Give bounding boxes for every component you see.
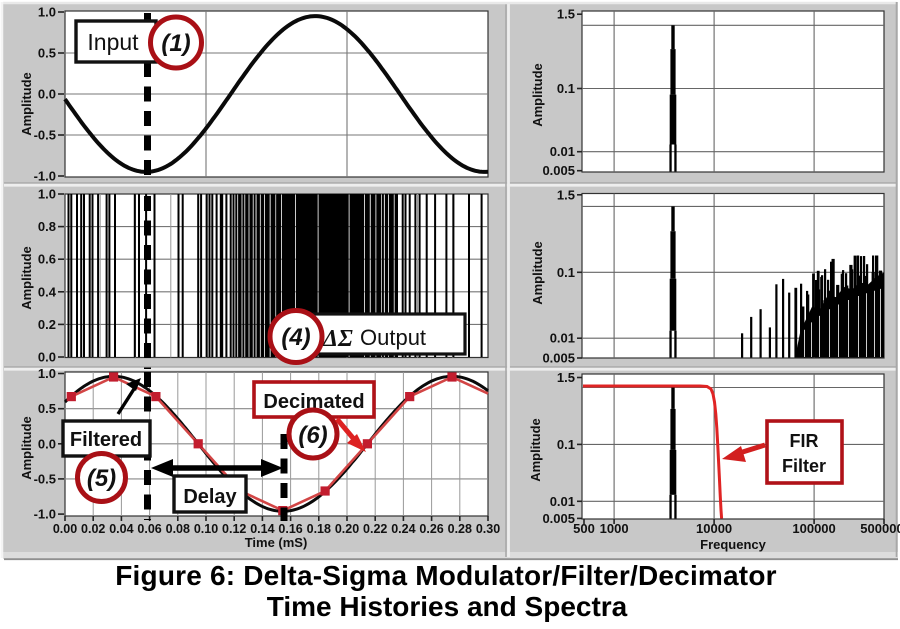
- svg-text:1.0: 1.0: [38, 187, 56, 202]
- svg-text:0.5: 0.5: [38, 401, 56, 416]
- svg-text:1.0: 1.0: [38, 5, 56, 20]
- svg-text:Time (mS): Time (mS): [245, 535, 308, 550]
- svg-text:0.2: 0.2: [38, 317, 56, 332]
- svg-text:FIR: FIR: [790, 431, 819, 451]
- svg-text:0.01: 0.01: [550, 144, 575, 159]
- svg-text:0.18: 0.18: [307, 522, 331, 536]
- svg-text:0.0: 0.0: [38, 350, 56, 365]
- svg-text:0.14: 0.14: [250, 522, 274, 536]
- svg-text:0.8: 0.8: [38, 219, 56, 234]
- svg-text:0.5: 0.5: [38, 46, 56, 61]
- svg-text:0.04: 0.04: [109, 522, 133, 536]
- svg-text:1.5: 1.5: [557, 370, 575, 385]
- svg-text:1000: 1000: [600, 521, 629, 536]
- svg-text:10000: 10000: [696, 521, 732, 536]
- svg-text:0.00: 0.00: [53, 522, 77, 536]
- svg-text:0.6: 0.6: [38, 252, 56, 267]
- svg-text:Amplitude: Amplitude: [530, 63, 545, 127]
- svg-text:Amplitude: Amplitude: [19, 72, 34, 136]
- svg-text:-0.5: -0.5: [34, 471, 56, 486]
- svg-text:Filtered: Filtered: [70, 429, 142, 451]
- svg-text:Delay: Delay: [183, 486, 237, 508]
- svg-text:-1.0: -1.0: [34, 169, 56, 184]
- svg-text:0.0: 0.0: [38, 87, 56, 102]
- svg-text:(1): (1): [161, 30, 190, 57]
- svg-text:1.0: 1.0: [38, 366, 56, 381]
- svg-text:0.005: 0.005: [542, 163, 575, 178]
- svg-text:-1.0: -1.0: [34, 507, 56, 522]
- svg-text:0.10: 0.10: [194, 522, 218, 536]
- svg-text:Time Histories and Spectra: Time Histories and Spectra: [267, 591, 628, 622]
- svg-text:0.1: 0.1: [557, 265, 575, 280]
- svg-text:0.1: 0.1: [557, 81, 575, 96]
- svg-text:0.005: 0.005: [542, 511, 575, 526]
- svg-text:0.08: 0.08: [166, 522, 190, 536]
- svg-text:Decimated: Decimated: [263, 391, 364, 413]
- svg-text:0.005: 0.005: [542, 351, 575, 366]
- svg-text:Frequency: Frequency: [700, 537, 767, 552]
- svg-text:0.26: 0.26: [419, 522, 443, 536]
- svg-text:-0.5: -0.5: [34, 128, 56, 143]
- svg-text:0.06: 0.06: [137, 522, 161, 536]
- svg-text:Amplitude: Amplitude: [528, 418, 543, 482]
- svg-text:Amplitude: Amplitude: [530, 241, 545, 305]
- svg-text:ΔΣ: ΔΣ: [322, 326, 353, 352]
- svg-text:100000: 100000: [792, 521, 835, 536]
- svg-text:0.4: 0.4: [38, 284, 57, 299]
- svg-text:500000: 500000: [860, 521, 900, 536]
- svg-text:1.5: 1.5: [557, 187, 575, 202]
- svg-text:0.1: 0.1: [557, 437, 575, 452]
- svg-text:Output: Output: [360, 325, 426, 350]
- svg-text:(4): (4): [281, 324, 310, 351]
- svg-text:0.12: 0.12: [222, 522, 246, 536]
- svg-text:0.24: 0.24: [391, 522, 415, 536]
- svg-text:Input: Input: [87, 29, 139, 55]
- svg-text:0.22: 0.22: [363, 522, 387, 536]
- svg-text:Amplitude: Amplitude: [19, 416, 34, 480]
- svg-text:500: 500: [573, 521, 595, 536]
- svg-text:0.16: 0.16: [278, 522, 302, 536]
- svg-text:1.5: 1.5: [557, 7, 575, 22]
- svg-text:0.0: 0.0: [38, 436, 56, 451]
- svg-text:0.30: 0.30: [476, 522, 500, 536]
- svg-text:0.20: 0.20: [335, 522, 359, 536]
- svg-text:0.01: 0.01: [550, 331, 575, 346]
- svg-text:Figure 6: Delta-Sigma Modulato: Figure 6: Delta-Sigma Modulator/Filter/D…: [115, 560, 776, 591]
- svg-text:(6): (6): [298, 422, 327, 449]
- svg-text:(5): (5): [87, 465, 116, 492]
- svg-text:Amplitude: Amplitude: [19, 246, 34, 310]
- svg-text:0.02: 0.02: [81, 522, 105, 536]
- svg-text:0.28: 0.28: [448, 522, 472, 536]
- svg-text:0.01: 0.01: [550, 494, 575, 509]
- svg-text:Filter: Filter: [782, 456, 826, 476]
